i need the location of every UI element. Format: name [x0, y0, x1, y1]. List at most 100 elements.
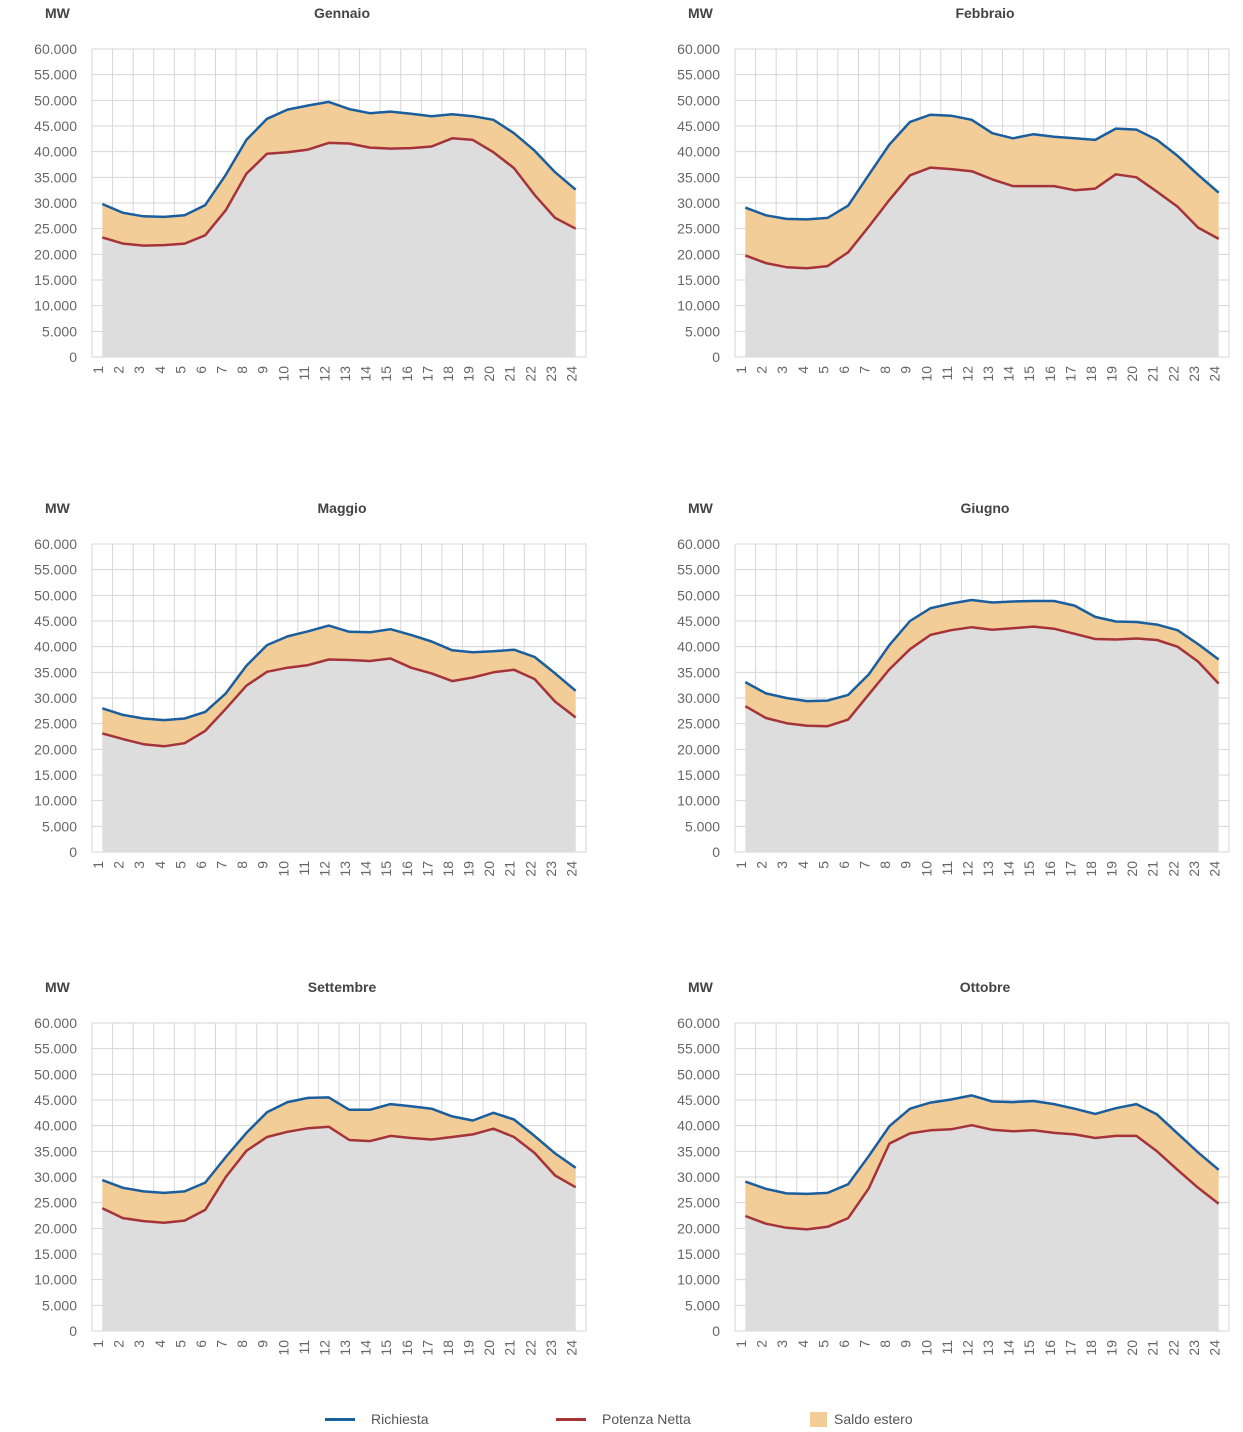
x-tick-label: 3 — [774, 861, 790, 869]
y-tick-label: 5.000 — [685, 323, 720, 339]
y-tick-label: 60.000 — [34, 1015, 77, 1031]
x-tick-label: 7 — [857, 861, 873, 869]
x-tick-label: 9 — [255, 861, 271, 869]
x-tick-label: 9 — [255, 1340, 271, 1348]
y-tick-label: 10.000 — [34, 793, 77, 809]
x-tick-label: 1 — [733, 1340, 749, 1348]
x-tick-label: 13 — [980, 366, 996, 382]
y-unit-label: MW — [45, 5, 71, 21]
chart-title: Giugno — [961, 500, 1010, 516]
x-tick-label: 17 — [1062, 366, 1078, 382]
x-tick-label: 2 — [754, 366, 770, 374]
x-tick-label: 3 — [774, 1340, 790, 1348]
series-line-richiesta — [101, 100, 577, 219]
series-line-potenza-netta — [101, 1125, 577, 1224]
x-tick-label: 9 — [255, 366, 271, 374]
x-tick-label: 5 — [172, 861, 188, 869]
x-tick-label: 17 — [419, 366, 435, 382]
x-tick-label: 16 — [399, 366, 415, 382]
y-tick-label: 45.000 — [677, 1092, 720, 1108]
x-tick-label: 10 — [275, 366, 291, 382]
x-tick-label: 5 — [815, 1340, 831, 1348]
y-tick-label: 55.000 — [34, 67, 77, 83]
chart-maggio: MW Maggio 0 5.000 10.000 15.000 20.000 25.000 30… — [34, 500, 587, 877]
x-tick-label: 11 — [939, 1340, 955, 1355]
x-tick-label: 12 — [959, 1340, 975, 1356]
series-line-richiesta — [101, 1096, 577, 1195]
x-tick-label: 3 — [131, 861, 147, 869]
x-tick-label: 2 — [111, 861, 127, 869]
x-tick-label: 5 — [815, 366, 831, 374]
x-tick-label: 17 — [419, 1340, 435, 1356]
x-tick-label: 19 — [461, 1340, 477, 1356]
x-tick-label: 13 — [980, 1340, 996, 1356]
x-tick-label: 2 — [111, 366, 127, 374]
x-tick-label: 11 — [939, 861, 955, 876]
x-tick-label: 21 — [1145, 366, 1161, 382]
x-tick-label: 10 — [275, 861, 291, 877]
x-tick-label: 4 — [795, 1340, 811, 1348]
x-tick-label: 9 — [898, 366, 914, 374]
x-tick-label: 18 — [440, 1340, 456, 1356]
x-tick-label: 10 — [918, 366, 934, 382]
y-unit-label: MW — [45, 979, 71, 995]
x-tick-label: 15 — [378, 366, 394, 382]
y-tick-label: 40.000 — [34, 639, 77, 655]
legend-swatch-richiesta — [325, 1417, 355, 1421]
x-tick-label: 19 — [461, 366, 477, 382]
legend-label-saldo-estero: Saldo estero — [834, 1411, 913, 1427]
x-tick-label: 13 — [337, 1340, 353, 1356]
y-tick-label: 20.000 — [34, 246, 77, 262]
x-tick-label: 12 — [316, 366, 332, 382]
x-tick-label: 15 — [1021, 366, 1037, 382]
y-tick-label: 25.000 — [677, 1195, 720, 1211]
y-tick-label: 40.000 — [677, 639, 720, 655]
y-tick-label: 0 — [712, 844, 720, 860]
x-tick-label: 11 — [296, 366, 312, 381]
x-tick-label: 10 — [275, 1340, 291, 1356]
y-tick-label: 0 — [69, 349, 77, 365]
x-tick-label: 15 — [1021, 1340, 1037, 1356]
legend-item-richiesta: Richiesta — [325, 1411, 429, 1427]
x-tick-label: 12 — [959, 366, 975, 382]
x-tick-label: 8 — [234, 861, 250, 869]
y-tick-label: 30.000 — [34, 195, 77, 211]
legend: Richiesta Potenza Netta Saldo estero — [0, 1405, 1243, 1432]
x-tick-label: 8 — [877, 1340, 893, 1348]
x-tick-label: 10 — [918, 1340, 934, 1356]
x-tick-label: 2 — [111, 1340, 127, 1348]
y-tick-label: 35.000 — [34, 1143, 77, 1159]
x-tick-label: 1 — [733, 366, 749, 374]
x-tick-label: 22 — [522, 861, 538, 877]
y-tick-label: 40.000 — [34, 1118, 77, 1134]
x-tick-label: 24 — [563, 861, 579, 877]
x-tick-label: 24 — [1206, 1340, 1222, 1356]
x-tick-label: 13 — [337, 366, 353, 382]
x-tick-label: 3 — [774, 366, 790, 374]
y-tick-label: 55.000 — [677, 1041, 720, 1057]
x-tick-label: 16 — [1042, 1340, 1058, 1356]
x-tick-label: 13 — [337, 861, 353, 877]
y-tick-label: 40.000 — [677, 1118, 720, 1134]
y-unit-label: MW — [45, 500, 71, 516]
x-tick-label: 18 — [1083, 366, 1099, 382]
y-tick-label: 5.000 — [42, 1297, 77, 1313]
x-tick-label: 1 — [733, 861, 749, 869]
x-tick-label: 3 — [131, 1340, 147, 1348]
y-tick-label: 20.000 — [677, 741, 720, 757]
y-tick-label: 30.000 — [677, 195, 720, 211]
x-tick-label: 14 — [1001, 1340, 1017, 1356]
x-tick-label: 5 — [172, 1340, 188, 1348]
x-tick-label: 7 — [214, 861, 230, 869]
x-tick-label: 6 — [836, 861, 852, 869]
y-tick-label: 15.000 — [677, 1246, 720, 1262]
x-tick-label: 4 — [795, 861, 811, 869]
x-tick-label: 21 — [502, 1340, 518, 1356]
x-tick-label: 14 — [358, 1340, 374, 1356]
legend-label-potenza-netta: Potenza Netta — [602, 1411, 691, 1427]
x-tick-label: 20 — [481, 861, 497, 877]
series-line-potenza-netta — [744, 166, 1220, 270]
area-saldo-estero — [102, 625, 576, 747]
x-tick-label: 7 — [214, 366, 230, 374]
x-tick-label: 20 — [1124, 1340, 1140, 1356]
